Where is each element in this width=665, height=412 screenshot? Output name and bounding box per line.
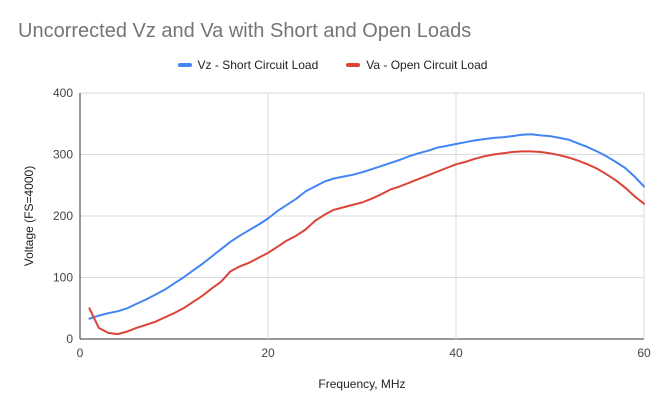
y-tick-label-200: 200	[53, 209, 73, 223]
y-tick-label-0: 0	[66, 332, 73, 346]
series-line-0	[88, 133, 645, 320]
y-tick-label-300: 300	[53, 148, 73, 162]
legend-item-vz[interactable]: Vz - Short Circuit Load	[177, 58, 319, 72]
legend-item-va[interactable]: Va - Open Circuit Load	[346, 58, 487, 72]
x-tick-label-60: 60	[637, 346, 651, 360]
legend-label-vz: Vz - Short Circuit Load	[197, 58, 319, 72]
series-layer	[88, 133, 645, 336]
x-tick-label-0: 0	[77, 346, 84, 360]
series-line-1	[88, 150, 645, 336]
x-axis-title: Frequency, MHz	[318, 377, 405, 391]
axis-layer: 0 100 200 300 400 0 20 40 60	[53, 86, 651, 360]
x-tick-label-40: 40	[449, 346, 463, 360]
legend-swatch-vz	[177, 63, 192, 67]
y-tick-label-100: 100	[53, 271, 73, 285]
grid-layer	[79, 92, 645, 340]
y-tick-label-400: 400	[53, 86, 73, 100]
chart-title: Uncorrected Vz and Va with Short and Ope…	[18, 20, 472, 42]
legend-label-va: Va - Open Circuit Load	[366, 58, 488, 72]
y-axis-title: Voltage (FS=4000)	[22, 166, 36, 266]
x-tick-label-20: 20	[261, 346, 275, 360]
legend: Vz - Short Circuit Load Va - Open Circui…	[0, 58, 665, 72]
legend-swatch-va	[346, 63, 361, 67]
